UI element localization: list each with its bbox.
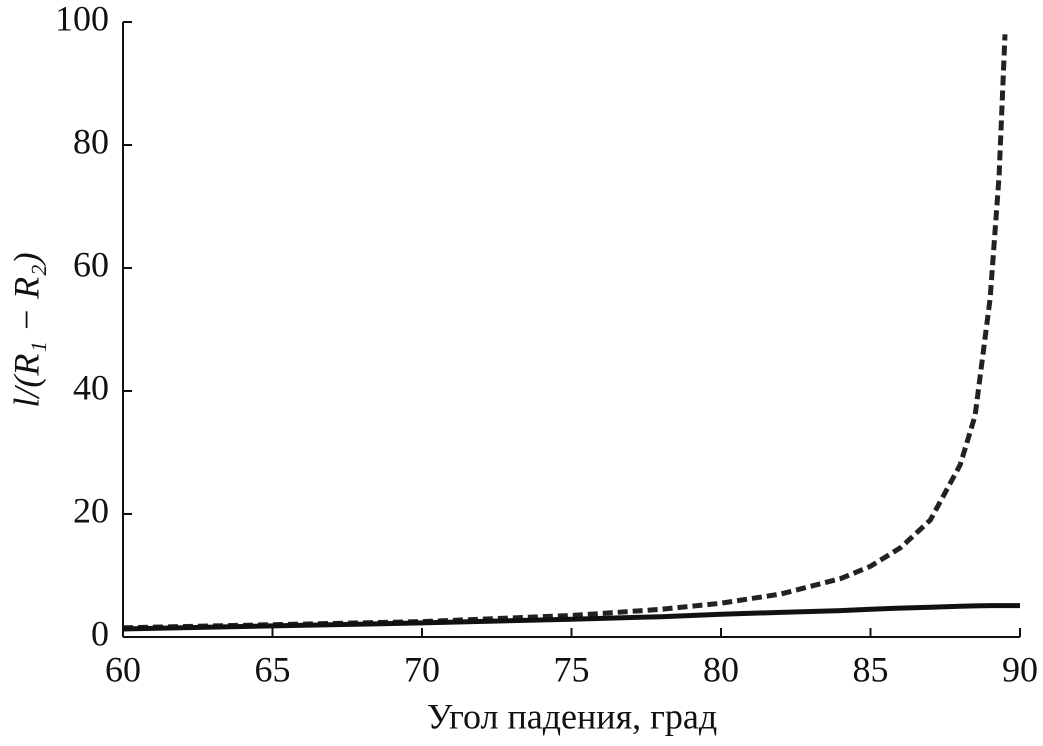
x-tick-label: 65 [255, 649, 291, 689]
y-tick-label: 40 [73, 367, 109, 407]
y-tick-label: 100 [55, 0, 109, 38]
x-tick-label: 60 [105, 649, 141, 689]
y-tick-label: 20 [73, 490, 109, 530]
y-tick-label: 60 [73, 244, 109, 284]
x-axis-label: Угол падения, град [427, 696, 717, 736]
y-tick-label: 0 [91, 613, 109, 653]
x-tick-label: 70 [404, 649, 440, 689]
line-series [122, 34, 1008, 631]
x-tick-label: 80 [703, 649, 739, 689]
x-tick-label: 75 [554, 649, 590, 689]
x-tick-label: 90 [1002, 649, 1038, 689]
x-tick-label: 85 [853, 649, 889, 689]
y-tick-label: 80 [73, 121, 109, 161]
y-axis-label: l/(R₁ − R₂) [6, 252, 46, 407]
line-series [122, 603, 1020, 632]
